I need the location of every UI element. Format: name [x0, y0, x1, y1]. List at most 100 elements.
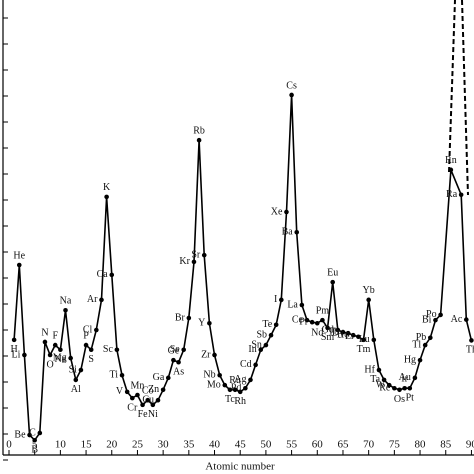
data-point — [22, 352, 27, 358]
point-label: Nd — [311, 328, 323, 339]
point-label: S — [88, 354, 94, 365]
point-label: Ba — [282, 227, 294, 238]
data-point — [232, 387, 238, 393]
x-tick-label: 35 — [183, 439, 195, 451]
point-label: Ho — [337, 329, 349, 340]
data-point — [201, 252, 207, 258]
point-label: Br — [175, 312, 186, 323]
data-point — [16, 262, 22, 268]
data-point — [181, 347, 186, 353]
point-label: B — [31, 445, 38, 456]
point-label: Eu — [327, 267, 338, 278]
point-label: Be — [14, 429, 26, 440]
data-point — [356, 334, 361, 340]
data-point — [171, 357, 176, 363]
data-point — [130, 395, 135, 401]
data-point — [160, 387, 166, 393]
x-tick-label: 85 — [440, 439, 452, 451]
data-point — [402, 385, 407, 391]
data-point — [83, 342, 89, 348]
point-label: Tb — [328, 326, 339, 337]
point-label: W — [376, 379, 386, 390]
data-point — [309, 319, 315, 325]
point-label: Re — [379, 383, 391, 394]
point-label: V — [116, 386, 124, 397]
point-label: Tm — [357, 344, 371, 355]
x-tick-label: 10 — [55, 439, 67, 451]
point-label: Rn — [445, 155, 457, 166]
data-point — [114, 347, 120, 353]
point-label: In — [248, 344, 256, 355]
dashed-line — [448, 0, 456, 173]
point-label: Zn — [148, 384, 159, 395]
point-label: Rh — [234, 396, 246, 407]
x-tick-label: 30 — [158, 439, 170, 451]
point-label: La — [287, 299, 298, 310]
point-label: Mn — [130, 380, 144, 391]
dashed-line — [461, 0, 469, 196]
data-point — [135, 392, 140, 398]
point-label: Au — [399, 372, 411, 383]
point-label: Kr — [179, 256, 190, 267]
data-point — [335, 327, 341, 333]
point-label: Na — [60, 296, 72, 307]
data-point — [212, 352, 217, 358]
point-label: Cd — [240, 359, 252, 370]
point-label: Ra — [446, 189, 458, 200]
x-tick-label: 55 — [286, 439, 298, 451]
data-point — [88, 347, 94, 353]
x-tick-label: 45 — [235, 439, 247, 451]
point-label: Ni — [148, 409, 158, 420]
point-label: Hg — [404, 354, 416, 365]
point-label: Cu — [142, 394, 154, 405]
data-point — [268, 332, 274, 338]
point-label: Bi — [422, 314, 432, 325]
data-point — [345, 330, 351, 336]
point-label: Th — [466, 345, 474, 356]
point-label: F — [52, 330, 58, 341]
x-tick-label: 25 — [132, 439, 144, 451]
data-point — [207, 320, 212, 326]
data-point — [340, 329, 346, 335]
point-label: Lu — [359, 334, 370, 345]
data-point — [294, 229, 300, 235]
point-label: Sb — [256, 329, 267, 340]
data-point — [52, 342, 58, 348]
point-label: Cl — [83, 324, 93, 335]
data-point — [412, 375, 418, 381]
data-point — [376, 367, 382, 373]
point-label: Fe — [138, 409, 149, 420]
point-label: P — [83, 330, 89, 341]
data-point — [407, 385, 413, 391]
point-label: Pr — [299, 316, 309, 327]
point-label: Po — [426, 309, 437, 320]
point-label: K — [103, 182, 111, 193]
point-label: Sm — [321, 332, 335, 343]
point-label: Ac — [451, 314, 463, 325]
point-label: Pb — [416, 332, 427, 343]
data-point — [222, 382, 228, 388]
point-label: Ar — [87, 294, 98, 305]
point-label: Yb — [363, 285, 375, 296]
data-point — [392, 385, 397, 391]
point-label: Rb — [193, 125, 205, 136]
point-label: Gd — [322, 324, 334, 335]
data-point — [68, 355, 73, 361]
data-point — [438, 312, 443, 318]
data-point — [119, 372, 125, 378]
data-point — [191, 259, 197, 265]
point-label: H — [11, 344, 18, 355]
x-tick-label: 60 — [312, 439, 324, 451]
point-label: Sr — [191, 249, 201, 260]
data-point — [417, 357, 423, 363]
data-point — [11, 337, 17, 343]
point-label: O — [46, 359, 53, 370]
point-label: Os — [394, 394, 405, 405]
point-label: Pt — [406, 393, 415, 404]
data-point — [104, 194, 109, 200]
data-point — [258, 347, 264, 353]
data-point — [448, 167, 454, 173]
point-label: Er — [345, 331, 355, 342]
data-point — [217, 372, 222, 378]
x-tick-label: 50 — [260, 439, 272, 451]
